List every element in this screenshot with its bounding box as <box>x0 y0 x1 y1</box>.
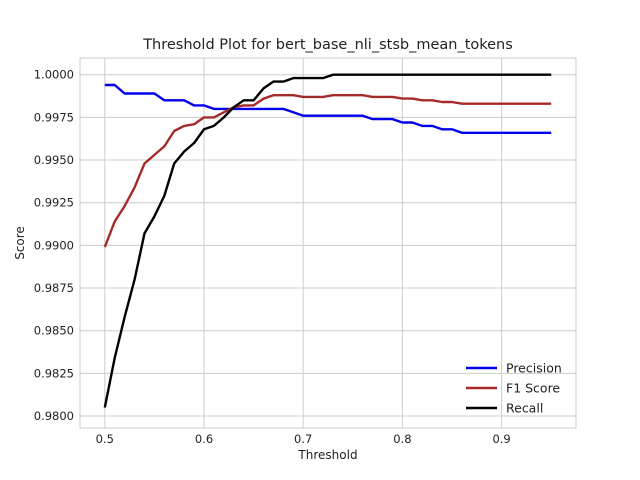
legend-label: Precision <box>506 361 562 376</box>
y-tick-label: 0.9975 <box>34 110 74 124</box>
y-tick-label: 0.9850 <box>34 324 74 338</box>
legend: Precision F1 Score Recall <box>466 361 562 416</box>
legend-label: Recall <box>506 401 543 416</box>
y-tick-label: 0.9925 <box>34 196 74 210</box>
y-tick-label: 0.9950 <box>34 153 74 167</box>
series-line-precision <box>104 83 552 135</box>
x-tick-label: 0.9 <box>492 432 510 446</box>
y-tick-label: 0.9800 <box>34 409 74 423</box>
y-tick-label: 0.9825 <box>34 366 74 380</box>
x-tick-label: 0.7 <box>294 432 312 446</box>
x-tick-label: 0.8 <box>393 432 411 446</box>
y-tick-label: 0.9875 <box>34 281 74 295</box>
y-axis-label: Score <box>13 226 27 260</box>
y-tick-label: 0.9900 <box>34 238 74 252</box>
x-tick-label: 0.6 <box>195 432 213 446</box>
series-lines <box>103 73 552 408</box>
legend-label: F1 Score <box>506 381 560 396</box>
y-tick-label: 1.0000 <box>34 68 74 82</box>
chart-title: Threshold Plot for bert_base_nli_stsb_me… <box>142 37 513 53</box>
x-tick-label: 0.5 <box>96 432 114 446</box>
x-axis-label: Threshold <box>297 448 357 462</box>
tick-labels: 0.5 0.6 0.7 0.8 0.9 0.9800 0.9825 0.9850 0.9875 0… <box>34 68 511 446</box>
plot-frame <box>79 57 577 429</box>
series-line-recall <box>103 73 552 408</box>
series-line-f1-score <box>103 93 552 248</box>
